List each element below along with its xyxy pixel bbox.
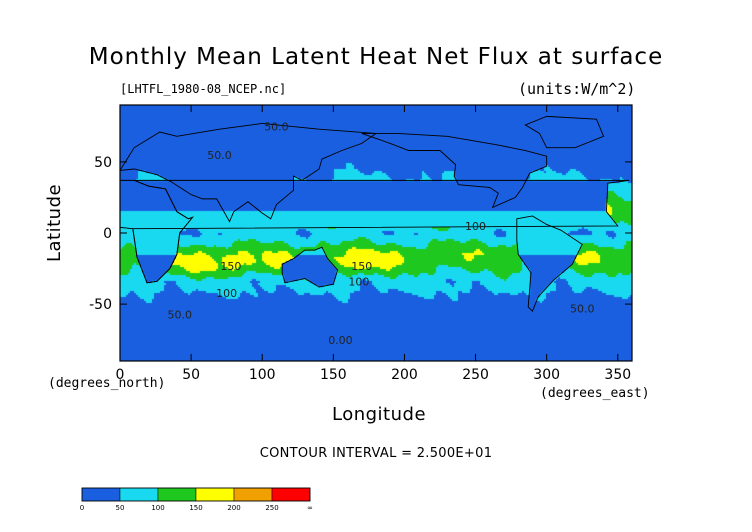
y-axis-label: Latitude <box>44 183 65 262</box>
chart-title: Monthly Mean Latent Heat Net Flux at sur… <box>88 44 664 70</box>
x-axis: 0 50 100 150 200 250 300 350 <box>116 105 631 383</box>
contour-label: 50.0 <box>264 121 289 134</box>
source-file-label: [LHTFL_1980-08_NCEP.nc] <box>120 82 287 96</box>
x-tick-label: 100 <box>249 367 276 383</box>
contour-label: 100 <box>216 287 237 300</box>
colorbar-swatch <box>81 487 121 502</box>
contour-labels: 50.0 50.0 100 150 150 100 100 50.0 50.0 0.00 <box>167 121 594 347</box>
x-tick-label: 250 <box>462 367 489 383</box>
contour-label: 50.0 <box>167 308 192 321</box>
coastline <box>281 246 339 288</box>
coastline <box>120 123 378 223</box>
colorbar-swatch <box>157 487 197 502</box>
colorbar-tick-label: 250 <box>265 504 278 512</box>
contour-label: 100 <box>465 220 486 233</box>
y-tick-label: 0 <box>103 226 112 242</box>
colorbar-swatch <box>195 487 235 502</box>
colorbar: 0 50 100 150 200 250 ∞ <box>80 487 313 512</box>
x-tick-label: 350 <box>604 367 631 383</box>
coastline <box>524 115 605 149</box>
plot-area: 50.0 50.0 100 150 150 100 100 50.0 50.0 0.00 <box>119 104 633 362</box>
x-tick-label: 0 <box>116 367 125 383</box>
x-tick-label: 50 <box>182 367 200 383</box>
flux-field <box>120 105 632 361</box>
colorbar-tick-label: ∞ <box>307 504 313 512</box>
colorbar-frame <box>81 487 311 502</box>
contour-label: 50.0 <box>570 303 595 316</box>
contour-label: 0.00 <box>328 334 353 347</box>
x-unit-label: (degrees_east) <box>540 386 650 401</box>
x-axis-label: Longitude <box>332 404 427 425</box>
contour-interval-label: CONTOUR INTERVAL = 2.500E+01 <box>259 446 493 461</box>
x-tick-label: 300 <box>533 367 560 383</box>
x-tick-label: 150 <box>320 367 347 383</box>
units-label: (units:W/m^2) <box>518 80 636 98</box>
y-axis: -50 0 50 <box>89 155 632 313</box>
coastline <box>120 179 194 284</box>
colorbar-tick-label: 100 <box>151 504 164 512</box>
contour-label: 150 <box>220 260 241 273</box>
x-tick-label: 200 <box>391 367 418 383</box>
contour-label: 50.0 <box>207 149 232 162</box>
colorbar-tick-label: 0 <box>80 504 84 512</box>
y-unit-label: (degrees_north) <box>48 376 166 391</box>
flux-raster <box>120 105 632 361</box>
contour-label: 150 <box>351 260 372 273</box>
coastline <box>361 132 548 209</box>
colorbar-tick-label: 50 <box>116 504 125 512</box>
contour-label: 100 <box>348 276 369 289</box>
colorbar-swatch <box>271 487 311 502</box>
y-tick-label: 50 <box>94 155 112 171</box>
y-tick-label: -50 <box>89 297 112 313</box>
colorbar-tick-label: 150 <box>189 504 202 512</box>
colorbar-swatch <box>119 487 159 502</box>
colorbar-swatch <box>233 487 273 502</box>
colorbar-tick-label: 200 <box>227 504 240 512</box>
